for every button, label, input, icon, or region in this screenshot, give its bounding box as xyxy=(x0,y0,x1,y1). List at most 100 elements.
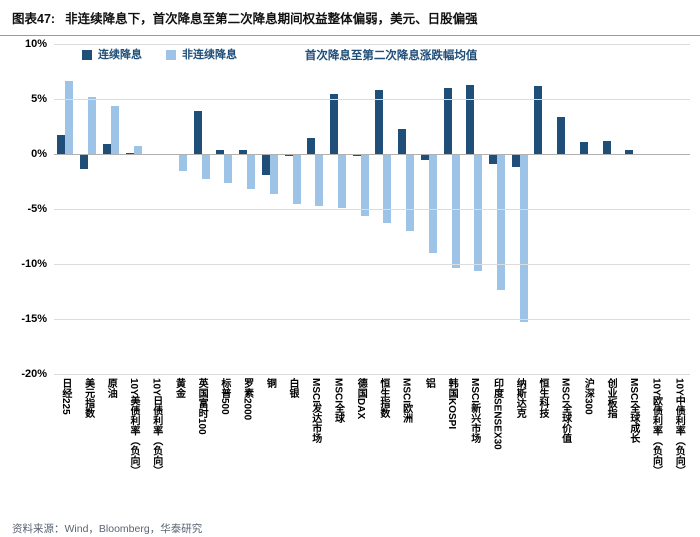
x-axis-label: 10Y中债利率（负向） xyxy=(673,378,685,476)
category-column xyxy=(440,44,463,374)
x-axis-label: 10Y日债利率（负向） xyxy=(150,378,162,476)
x-axis-label: MSCI欧洲 xyxy=(400,378,412,423)
x-axis-label: 白银 xyxy=(287,378,299,398)
x-axis-label: 10Y美债利率（负向） xyxy=(128,378,140,476)
bar-continuous xyxy=(466,84,475,154)
chart-header: 图表47: 非连续降息下，首次降息至第二次降息期间权益整体偏弱，美元、日股偏强 xyxy=(0,0,700,36)
x-axis-label: 恒生指数 xyxy=(377,378,389,418)
bar-noncontinuous xyxy=(519,154,528,323)
x-axis-label: MSCI全球成长 xyxy=(627,378,639,443)
category-column xyxy=(77,44,100,374)
category-column xyxy=(349,44,372,374)
bar-noncontinuous xyxy=(315,154,324,206)
x-label-slot: 纳斯达克 xyxy=(508,378,531,510)
category-column xyxy=(327,44,350,374)
chart: 10% 5% 0% -5% -10% -15% -20% 连续降息 非连续降息 首次降息至第… xyxy=(8,38,690,510)
y-tick-label: -5% xyxy=(27,203,47,215)
bar-noncontinuous xyxy=(88,96,97,154)
x-label-slot: MSCI欧洲 xyxy=(395,378,418,510)
bar-continuous xyxy=(511,154,520,168)
bar-continuous xyxy=(125,152,134,154)
x-axis-label: 英国富时100 xyxy=(196,378,208,435)
category-column xyxy=(577,44,600,374)
x-label-slot: 恒生指数 xyxy=(372,378,395,510)
x-label-slot: 沪深300 xyxy=(577,378,600,510)
y-axis: 10% 5% 0% -5% -10% -15% -20% xyxy=(8,38,54,380)
category-column xyxy=(99,44,122,374)
bar-continuous xyxy=(216,149,225,154)
bar-noncontinuous xyxy=(451,154,460,269)
bar-continuous xyxy=(307,137,316,154)
x-label-slot: MSCI全球成长 xyxy=(622,378,645,510)
source-text: 资料来源：Wind，Bloomberg，华泰研究 xyxy=(12,523,203,535)
legend: 连续降息 非连续降息 首次降息至第二次降息涨跌幅均值 xyxy=(54,47,690,65)
chart-subtitle: 首次降息至第二次降息涨跌幅均值 xyxy=(304,50,478,62)
category-column xyxy=(258,44,281,374)
bar-continuous xyxy=(329,93,338,154)
bar-continuous xyxy=(420,154,429,160)
bar-continuous xyxy=(80,154,89,170)
gridline xyxy=(54,44,690,45)
x-label-slot: 10Y美债利率（负向） xyxy=(122,378,145,510)
x-axis-label: 韩国KOSPI xyxy=(446,378,458,430)
x-axis-label: 恒生科技 xyxy=(536,378,548,418)
x-label-slot: 恒生科技 xyxy=(531,378,554,510)
bar-continuous xyxy=(557,116,566,154)
x-label-slot: MSCI全球 xyxy=(327,378,350,510)
zero-gridline xyxy=(54,154,690,155)
category-column xyxy=(54,44,77,374)
figure-label: 图表47: xyxy=(12,12,56,26)
x-axis-labels: 日经225 美元指数 原油 10Y美债利率（负向） 10Y日债利率（负向） 黄金 英国富时1… xyxy=(54,378,690,510)
bar-noncontinuous xyxy=(474,154,483,271)
x-axis-label: 创业板指 xyxy=(605,378,617,418)
bar-noncontinuous xyxy=(337,154,346,208)
bar-noncontinuous xyxy=(178,154,187,171)
bar-continuous xyxy=(443,88,452,154)
legend-label-continuous: 连续降息 xyxy=(98,49,142,61)
plot-area: 连续降息 非连续降息 首次降息至第二次降息涨跌幅均值 xyxy=(54,44,690,375)
bar-noncontinuous xyxy=(360,154,369,216)
bar-continuous xyxy=(534,85,543,154)
gridline xyxy=(54,374,690,375)
x-label-slot: 10Y中债利率（负向） xyxy=(667,378,690,510)
x-axis-label: 标普500 xyxy=(218,378,230,415)
x-axis-label: 印度SENSEX30 xyxy=(491,378,503,450)
category-column xyxy=(554,44,577,374)
x-axis-label: 铜 xyxy=(264,378,276,388)
bar-continuous xyxy=(375,90,384,154)
bar-noncontinuous xyxy=(428,154,437,253)
x-axis-label: MSCI全球 xyxy=(332,378,344,423)
category-column xyxy=(508,44,531,374)
bar-continuous xyxy=(193,111,202,154)
gridline xyxy=(54,99,690,100)
x-label-slot: 英国富时100 xyxy=(190,378,213,510)
x-label-slot: MSCI发达市场 xyxy=(304,378,327,510)
y-tick-label: 5% xyxy=(31,93,47,105)
gridline xyxy=(54,209,690,210)
x-label-slot: 创业板指 xyxy=(599,378,622,510)
bar-continuous xyxy=(352,154,361,157)
x-axis-label: 10Y欧债利率（负向） xyxy=(650,378,662,476)
bar-noncontinuous xyxy=(383,154,392,224)
x-label-slot: 韩国KOSPI xyxy=(440,378,463,510)
x-label-slot: 铜 xyxy=(258,378,281,510)
category-column xyxy=(463,44,486,374)
x-label-slot: 10Y欧债利率（负向） xyxy=(645,378,668,510)
x-axis-label: 原油 xyxy=(105,378,117,398)
category-column xyxy=(599,44,622,374)
x-axis-label: 铝 xyxy=(423,378,435,388)
bar-noncontinuous xyxy=(497,154,506,291)
category-column xyxy=(395,44,418,374)
category-column xyxy=(418,44,441,374)
figure-title: 非连续降息下，首次降息至第二次降息期间权益整体偏弱，美元、日股偏强 xyxy=(65,12,478,26)
gridline xyxy=(54,264,690,265)
x-label-slot: MSCI新兴市场 xyxy=(463,378,486,510)
x-axis-label: 罗素2000 xyxy=(241,378,253,421)
x-label-slot: 德国DAX xyxy=(349,378,372,510)
bar-noncontinuous xyxy=(224,154,233,183)
bar-continuous xyxy=(261,154,270,175)
x-label-slot: 黄金 xyxy=(168,378,191,510)
x-label-slot: MSCI全球价值 xyxy=(554,378,577,510)
y-tick-label: 10% xyxy=(24,38,47,50)
